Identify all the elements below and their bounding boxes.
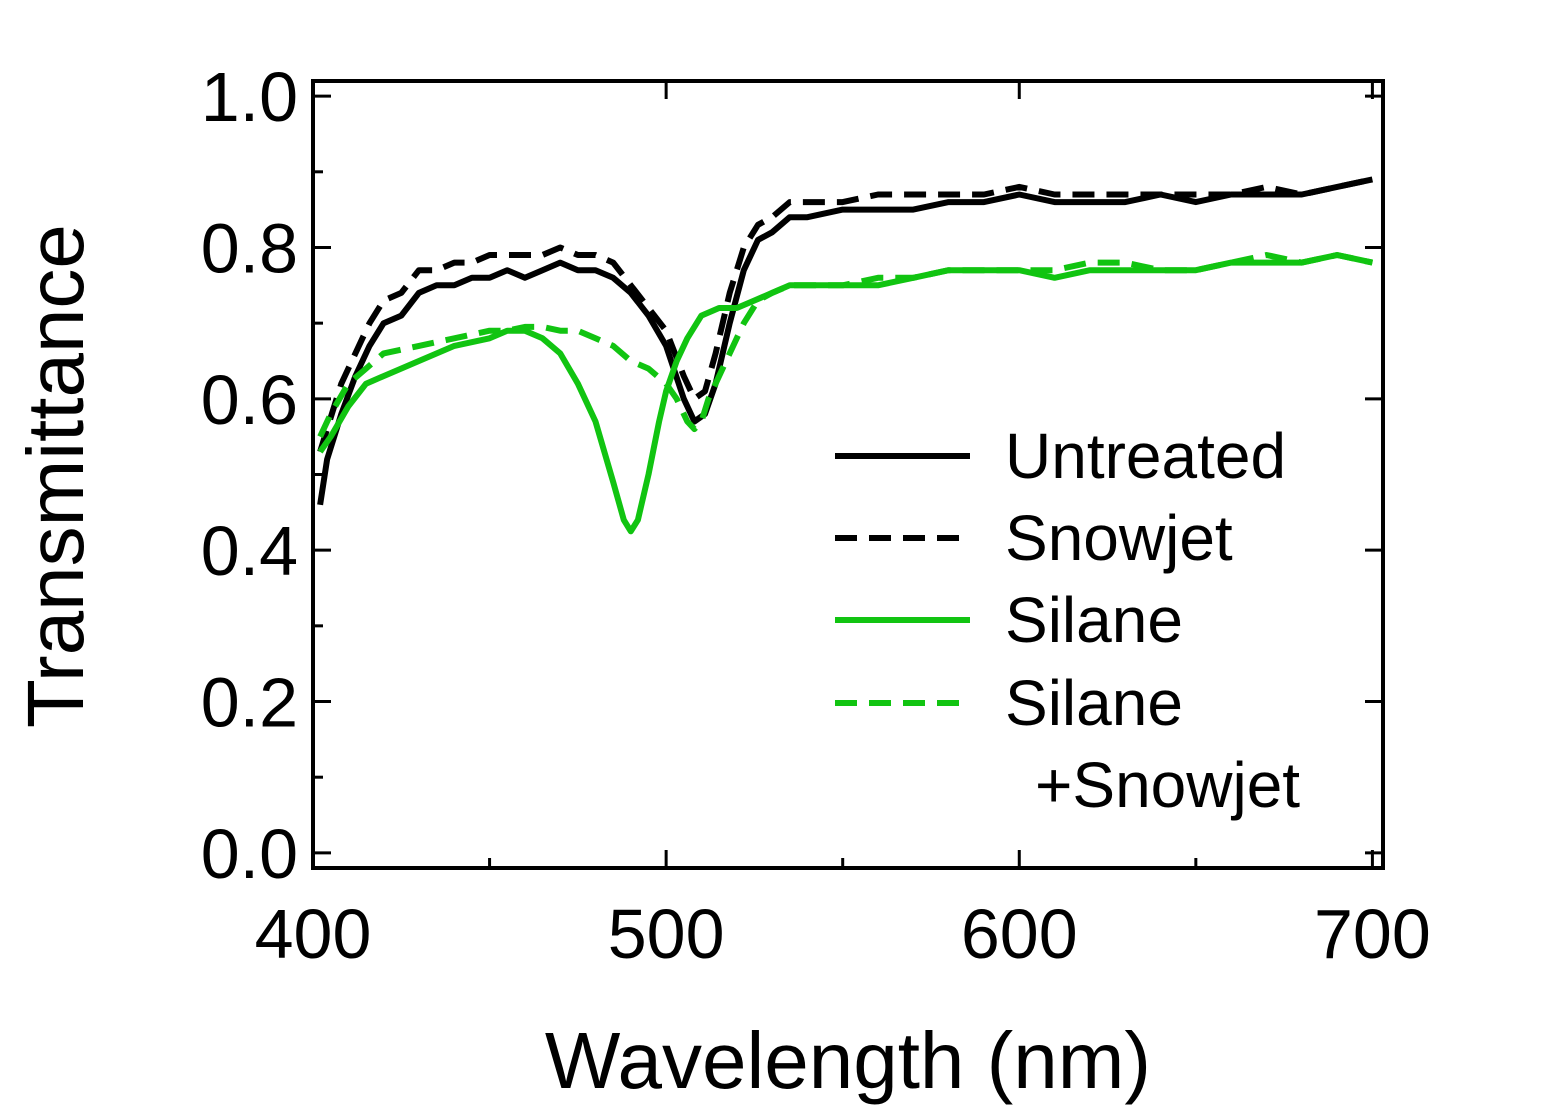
y-tick-label: 1.0 <box>201 58 298 136</box>
legend-label-silane-snowjet-line2: +Snowjet <box>1035 749 1300 821</box>
x-tick-label: 700 <box>1314 895 1431 973</box>
x-axis-ticks: 400 500 600 700 <box>255 81 1431 973</box>
x-tick-label: 400 <box>255 895 372 973</box>
series-line-snowjet <box>317 176 1374 453</box>
series-line-untreated <box>317 176 1374 506</box>
x-tick-label: 600 <box>961 895 1078 973</box>
series-line-silane <box>317 252 1374 535</box>
legend: Untreated Snowjet Silane Silane +Snowjet <box>835 420 1300 821</box>
legend-label-untreated: Untreated <box>1005 420 1286 492</box>
legend-label-silane: Silane <box>1005 584 1183 656</box>
y-tick-label: 0.0 <box>201 815 298 893</box>
legend-label-silane-snowjet: Silane <box>1005 667 1183 739</box>
series-layer <box>317 176 1374 535</box>
x-axis-label: Wavelength (nm) <box>545 1016 1151 1105</box>
y-tick-label: 0.2 <box>201 664 298 742</box>
y-axis-ticks: 0.0 0.2 0.4 0.6 0.8 1.0 <box>201 58 1383 893</box>
y-tick-label: 0.4 <box>201 512 298 590</box>
legend-label-snowjet: Snowjet <box>1005 502 1233 574</box>
y-tick-label: 0.8 <box>201 209 298 287</box>
x-tick-label: 500 <box>608 895 725 973</box>
y-tick-label: 0.6 <box>201 361 298 439</box>
series-line-silane-snowjet <box>317 252 1374 438</box>
y-axis-label: Transmittance <box>11 224 100 728</box>
